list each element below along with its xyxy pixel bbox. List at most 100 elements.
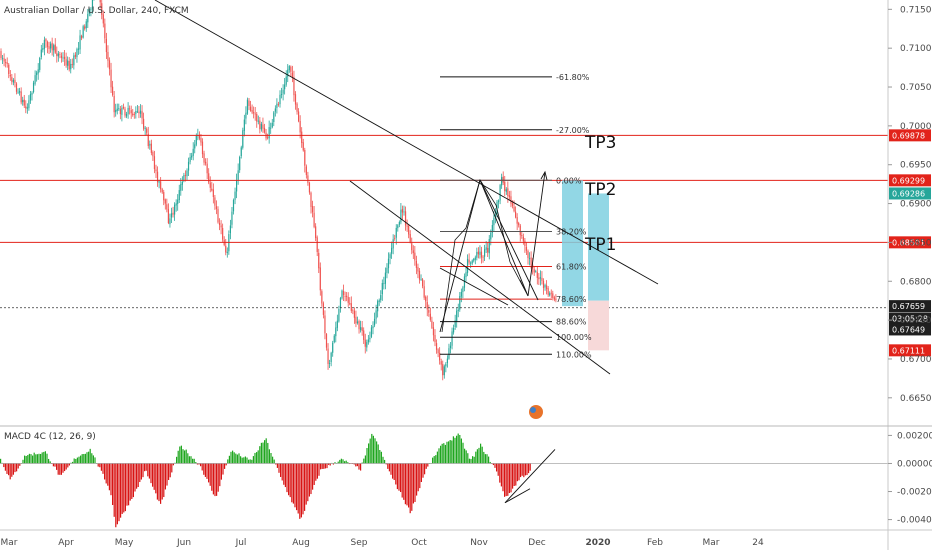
macd-bar [438, 448, 440, 464]
candle-body [39, 57, 41, 70]
candle-body [147, 133, 149, 146]
candle-body [403, 211, 405, 213]
macd-bar [288, 463, 290, 496]
macd-bar [500, 463, 502, 487]
macd-bar [307, 463, 309, 502]
drawing-overlay[interactable]: -61.80% -27.00% 0.00% 38.20% 61.80% 78.60% 88.… [0, 0, 931, 419]
macd-bar [249, 459, 251, 464]
macd-bar [73, 458, 75, 464]
macd-bar [323, 463, 325, 469]
macd-bar [60, 463, 62, 475]
macd-bar [168, 463, 170, 481]
candle-body [11, 77, 13, 82]
candle-body [502, 176, 504, 183]
macd-trend-line[interactable] [504, 449, 556, 504]
macd-bar [200, 463, 202, 467]
trend-line[interactable] [439, 179, 481, 333]
macd-bar [441, 443, 443, 464]
candle-body [431, 320, 433, 328]
price-pane-chart-data[interactable] [0, 0, 557, 381]
time-tick-label: Mar [703, 538, 720, 548]
candle-body [262, 124, 264, 129]
wave-path[interactable] [441, 179, 529, 333]
candle-body [451, 331, 453, 346]
candle-body [273, 112, 275, 122]
macd-bar [449, 440, 451, 464]
trend-line[interactable] [154, 0, 659, 285]
long-target-zone[interactable] [562, 180, 583, 307]
trend-line[interactable] [349, 180, 611, 375]
candle-body [335, 327, 337, 337]
trend-line[interactable] [527, 171, 546, 297]
macd-bar [62, 463, 64, 473]
candle-body [248, 100, 250, 106]
candle-body [43, 39, 45, 49]
macd-bar [294, 463, 296, 508]
candle-body [409, 234, 411, 243]
long-target-zone-2[interactable] [588, 193, 609, 301]
candle-body [417, 267, 419, 272]
macd-bar [425, 463, 427, 469]
candle-body [432, 327, 435, 336]
candle-body [400, 209, 402, 223]
candle-body [408, 225, 410, 235]
candle-body [301, 131, 303, 144]
candle-body [493, 217, 495, 226]
macd-tick-label: 0.00000 [897, 459, 932, 469]
macd-bar [510, 463, 512, 493]
trend-line[interactable] [479, 179, 539, 301]
macd-bar [254, 452, 256, 464]
macd-bar [392, 463, 394, 479]
macd-bar [270, 453, 272, 464]
macd-bar [36, 454, 38, 464]
candle-body [177, 199, 179, 204]
macd-bar [64, 463, 66, 472]
macd-bar [171, 463, 173, 473]
macd-tick-label: 0.00200 [897, 431, 932, 441]
candle-body [23, 99, 25, 106]
trend-line[interactable] [439, 267, 509, 306]
candle-body [325, 334, 328, 348]
candle-body [215, 206, 218, 209]
macd-bar [251, 459, 253, 464]
macd-trend-line[interactable] [504, 488, 531, 504]
macd-bar [416, 463, 418, 496]
candle-body [152, 151, 154, 157]
stop-zone[interactable] [588, 300, 609, 351]
fib-level-label: 100.00% [556, 333, 592, 342]
macd-bar [523, 463, 525, 478]
macd-bar [112, 463, 114, 506]
macd-bar [406, 463, 408, 506]
candle-body [245, 112, 247, 119]
macd-bar [176, 456, 178, 464]
macd-bar [344, 461, 346, 464]
macd-bar [217, 463, 219, 492]
price-tag-label: 0.69299 [892, 176, 925, 185]
time-axis[interactable]: Mar Apr May Jun Jul Aug Sep Oct Nov Dec 2020 Feb Mar… [1, 538, 764, 548]
candle-body [155, 169, 157, 172]
macd-bar [41, 452, 43, 464]
macd-bar [320, 463, 322, 470]
price-tag-label: 0.69878 [892, 131, 925, 140]
candle-body [146, 128, 148, 133]
macd-bar [268, 449, 270, 464]
macd-bar [102, 463, 104, 474]
macd-bar [505, 463, 507, 497]
candle-body [118, 108, 120, 109]
macd-pane[interactable] [0, 433, 888, 528]
candle-body [547, 288, 549, 295]
candle-body [553, 297, 555, 300]
macd-bar [100, 463, 102, 471]
candle-body [225, 245, 227, 253]
candle-body [377, 301, 379, 312]
macd-bar [520, 463, 522, 478]
macd-bar [369, 438, 371, 464]
macd-bar [484, 454, 486, 464]
candle-body [477, 251, 479, 255]
macd-bar [214, 463, 216, 497]
candle-body [220, 225, 222, 228]
macd-bar [110, 463, 112, 496]
